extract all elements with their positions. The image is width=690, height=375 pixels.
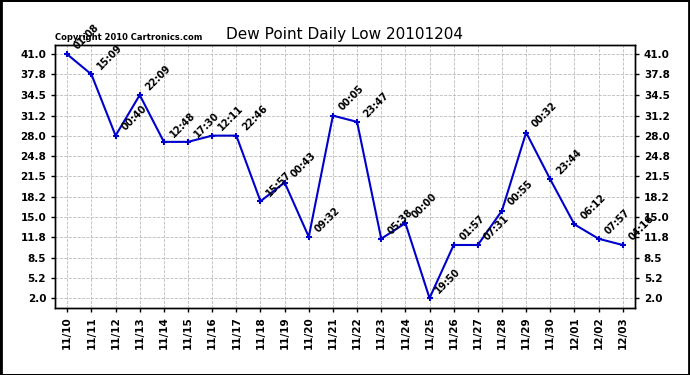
Text: 00:43: 00:43: [289, 151, 318, 180]
Text: 19:50: 19:50: [434, 266, 463, 296]
Text: 23:44: 23:44: [555, 148, 584, 177]
Text: 00:40: 00:40: [120, 104, 149, 133]
Text: 15:09: 15:09: [96, 43, 125, 72]
Text: 07:31: 07:31: [482, 213, 511, 242]
Text: 17:30: 17:30: [193, 110, 221, 139]
Text: 06:12: 06:12: [579, 193, 608, 222]
Text: 22:09: 22:09: [144, 63, 173, 92]
Text: 12:11: 12:11: [217, 104, 246, 133]
Text: 09:32: 09:32: [313, 205, 342, 234]
Text: 00:00: 00:00: [410, 191, 439, 220]
Text: 22:46: 22:46: [241, 104, 270, 133]
Text: 12:48: 12:48: [168, 110, 197, 139]
Text: 15:57: 15:57: [265, 170, 294, 198]
Title: Dew Point Daily Low 20101204: Dew Point Daily Low 20101204: [226, 27, 464, 42]
Text: 00:32: 00:32: [531, 101, 560, 130]
Text: 23:47: 23:47: [362, 90, 391, 119]
Text: 01:57: 01:57: [458, 213, 487, 242]
Text: 00:55: 00:55: [506, 179, 535, 208]
Text: 00:05: 00:05: [337, 84, 366, 113]
Text: 07:57: 07:57: [603, 207, 632, 236]
Text: 01:08: 01:08: [72, 22, 101, 52]
Text: Copyright 2010 Cartronics.com: Copyright 2010 Cartronics.com: [55, 33, 203, 42]
Text: 04:16: 04:16: [627, 213, 656, 242]
Text: 05:38: 05:38: [386, 207, 415, 236]
